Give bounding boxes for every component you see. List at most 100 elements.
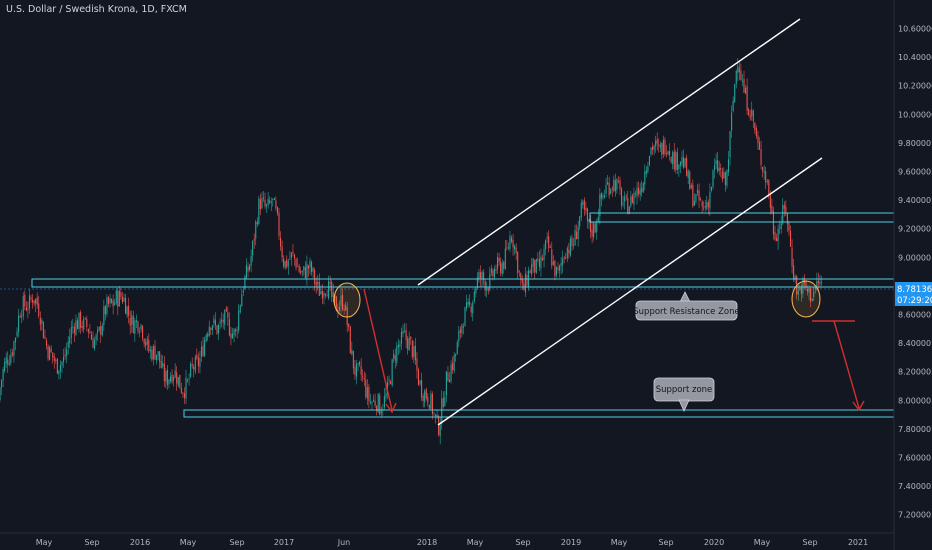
candle-body xyxy=(187,379,189,381)
candle-body xyxy=(269,200,271,203)
candle-body xyxy=(453,355,455,371)
candle-body xyxy=(324,294,327,296)
candle-body xyxy=(543,248,545,261)
candle-body xyxy=(647,166,649,172)
candle-body xyxy=(535,258,537,274)
candle-body xyxy=(700,199,702,200)
candle-body xyxy=(87,328,89,332)
candle-body xyxy=(410,336,412,340)
candle-body xyxy=(679,161,681,166)
resistance-callout[interactable]: Support Resistance Zone xyxy=(633,291,740,321)
drop-arrow-target[interactable] xyxy=(833,320,860,409)
candle-body xyxy=(256,222,258,225)
candle-body xyxy=(411,340,413,358)
candle-body xyxy=(816,280,818,289)
candle-body xyxy=(518,271,520,273)
candle-body xyxy=(400,331,402,344)
y-tick-label: 8.40000 xyxy=(898,339,931,348)
x-tick-label: May xyxy=(754,538,771,547)
candle-body xyxy=(569,238,571,256)
candle-body xyxy=(407,338,409,350)
drop-arrow-2017[interactable] xyxy=(363,288,393,411)
candle-body xyxy=(692,184,694,207)
candle-body xyxy=(599,194,601,217)
support-resistance-zone[interactable] xyxy=(31,278,895,288)
candle-body xyxy=(665,153,668,155)
candle-body xyxy=(670,157,672,163)
candle-body xyxy=(431,393,433,414)
y-tick-label: 7.20000 xyxy=(898,511,931,520)
candle-body xyxy=(701,201,703,207)
candle-body xyxy=(383,396,385,408)
candle-body xyxy=(390,381,392,384)
candle-body xyxy=(120,292,122,298)
x-tick-label: Sep xyxy=(229,538,244,547)
candle-body xyxy=(483,272,485,281)
candle-body xyxy=(8,363,10,365)
candle-body xyxy=(365,379,367,398)
candle-body xyxy=(399,344,401,347)
candle-body xyxy=(103,306,105,325)
candle-body xyxy=(171,374,173,383)
candle-body xyxy=(159,351,161,362)
candle-body xyxy=(734,84,736,102)
candle-body xyxy=(757,135,759,144)
candle-body xyxy=(270,201,272,204)
candle-body xyxy=(470,306,472,313)
candle-body xyxy=(121,297,123,303)
candle-body xyxy=(90,334,92,340)
time-axis[interactable]: May Sep 2016 May Sep 2017 Jun 2018 May Sep 2019 May… xyxy=(36,538,868,547)
candle-body xyxy=(80,312,82,328)
candle-body xyxy=(617,181,619,182)
candle-body xyxy=(514,245,516,250)
candle-body xyxy=(73,326,75,334)
candle-body xyxy=(157,351,159,356)
upper-channel-line[interactable] xyxy=(417,18,801,286)
candle-body xyxy=(636,187,638,197)
candle-body xyxy=(439,424,441,436)
candle-body xyxy=(35,298,37,304)
candle-body xyxy=(751,109,753,116)
candle-body xyxy=(783,204,785,209)
lower-channel-line[interactable] xyxy=(437,157,823,426)
candle-body xyxy=(10,354,12,364)
candle-body xyxy=(777,228,779,242)
candle-body xyxy=(779,227,781,229)
candle-body xyxy=(473,291,475,302)
candle-body xyxy=(631,195,633,204)
candle-body xyxy=(571,237,573,246)
candle-body xyxy=(97,329,99,334)
candle-body xyxy=(616,179,618,190)
highlight-ellipse-2020[interactable] xyxy=(791,280,821,318)
candle-body xyxy=(204,339,206,357)
support-zone[interactable] xyxy=(183,409,895,418)
candle-body xyxy=(154,346,156,360)
candle-body xyxy=(14,337,17,343)
candle-body xyxy=(284,261,286,269)
highlight-ellipse-2017[interactable] xyxy=(333,282,361,318)
candle-body xyxy=(176,372,178,384)
candle-body xyxy=(329,281,331,284)
candle-body xyxy=(53,356,55,361)
candle-body xyxy=(765,171,767,183)
candle-body xyxy=(419,380,421,384)
price-axis[interactable]: 10.60000 10.40000 10.20000 10.00000 9.80000 9… xyxy=(898,25,932,520)
candle-body xyxy=(438,416,440,436)
support-callout[interactable]: Support zone xyxy=(653,377,715,412)
candle-body xyxy=(19,316,21,318)
candle-body xyxy=(16,331,18,337)
x-tick-label: 2016 xyxy=(130,538,150,547)
candle-body xyxy=(352,350,354,369)
candle-body xyxy=(445,371,447,396)
candle-body xyxy=(430,393,432,409)
candle-body xyxy=(749,115,751,118)
candle-body xyxy=(568,249,570,254)
candle-body xyxy=(111,298,113,303)
candle-body xyxy=(552,261,554,265)
candle-body xyxy=(782,205,784,224)
drop-arrow-2017-head xyxy=(385,402,397,414)
candle-body xyxy=(799,287,801,291)
candle-body xyxy=(613,179,615,191)
candle-body xyxy=(652,146,654,150)
